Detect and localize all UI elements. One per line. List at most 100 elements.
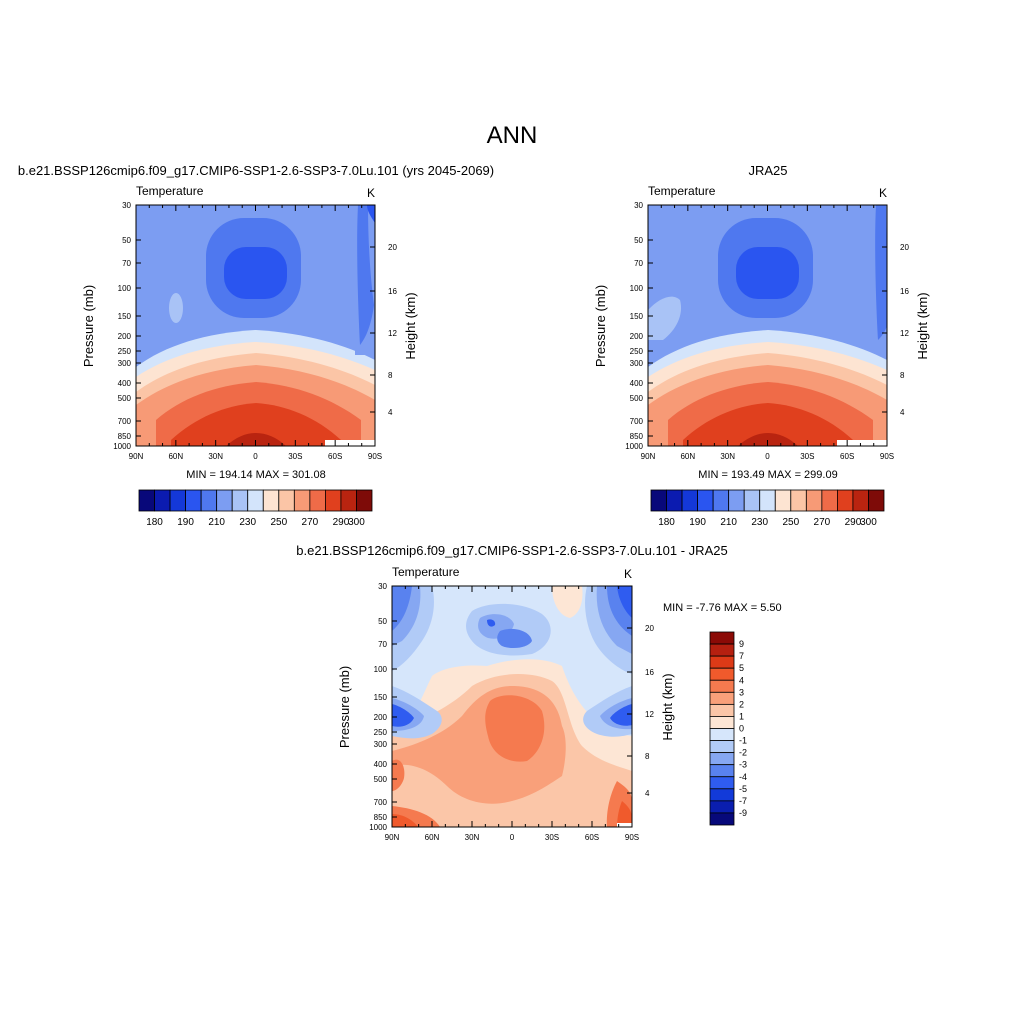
colorbar-label: 9 bbox=[739, 639, 744, 649]
contour-band bbox=[392, 586, 632, 736]
y-axis-right-label: Height (km) bbox=[915, 292, 930, 359]
colorbar-label: 290 bbox=[333, 517, 350, 528]
y-tick-label: 300 bbox=[374, 740, 388, 749]
y-tick-label: 100 bbox=[118, 284, 132, 293]
left-label: Temperature bbox=[392, 565, 460, 579]
y-tick-label: 100 bbox=[374, 665, 388, 674]
x-tick-label: 0 bbox=[253, 452, 258, 461]
height-tick-label: 4 bbox=[645, 789, 650, 798]
y-tick-label: 1000 bbox=[625, 442, 643, 451]
contour-band bbox=[485, 695, 545, 762]
colorbar-box bbox=[709, 703, 735, 717]
colorbar-box bbox=[821, 489, 838, 512]
colorbar-box bbox=[169, 489, 186, 512]
y-tick-label: 200 bbox=[374, 713, 388, 722]
y-tick-label: 850 bbox=[374, 813, 388, 822]
panel-difference: b.e21.BSSP126cmip6.f09_g17.CMIP6-SSP1-2.… bbox=[296, 543, 781, 842]
y-tick-label: 150 bbox=[630, 312, 644, 321]
colorbar-box bbox=[200, 489, 218, 512]
contour-band bbox=[738, 433, 798, 446]
height-tick-label: 4 bbox=[900, 408, 905, 417]
panel-title: b.e21.BSSP126cmip6.f09_g17.CMIP6-SSP1-2.… bbox=[18, 163, 494, 178]
colorbar-label: 2 bbox=[739, 699, 744, 709]
y-axis-label: Pressure (mb) bbox=[337, 666, 352, 748]
polar-band bbox=[875, 205, 887, 340]
colorbar-label: -4 bbox=[739, 772, 747, 782]
units-label: K bbox=[879, 186, 887, 200]
y-tick-label: 30 bbox=[378, 582, 387, 591]
panel-title: JRA25 bbox=[748, 163, 787, 178]
y-tick-label: 700 bbox=[118, 417, 132, 426]
colorbar-box bbox=[709, 740, 735, 754]
y-tick-label: 70 bbox=[634, 259, 643, 268]
colorbar-box bbox=[852, 489, 869, 512]
colorbar-label: 190 bbox=[177, 517, 194, 528]
colorbar-box bbox=[278, 489, 295, 512]
colorbar-label: 210 bbox=[208, 517, 225, 528]
x-tick-label: 30N bbox=[720, 452, 735, 461]
panel-title: b.e21.BSSP126cmip6.f09_g17.CMIP6-SSP1-2.… bbox=[296, 543, 727, 558]
height-tick-label: 12 bbox=[900, 329, 909, 338]
colorbar-label: -2 bbox=[739, 748, 747, 758]
contour-band bbox=[617, 801, 632, 827]
contour-band bbox=[392, 586, 412, 631]
x-tick-label: 30N bbox=[208, 452, 223, 461]
missing-data-mask bbox=[617, 823, 632, 827]
y-tick-label: 50 bbox=[122, 236, 131, 245]
contour-band bbox=[683, 403, 853, 446]
y-tick-label: 1000 bbox=[369, 823, 387, 832]
contour-band bbox=[487, 619, 496, 627]
colorbar-box bbox=[743, 489, 761, 512]
colorbar: 9 7 5 4 3 2 1 0 -1 -2 -3 -4 -5 -7 -9 bbox=[709, 631, 747, 826]
y-axis-label: Pressure (mb) bbox=[81, 285, 96, 367]
colorbar-label: 290 bbox=[845, 517, 862, 528]
contour-band bbox=[392, 814, 418, 827]
height-tick-label: 8 bbox=[645, 752, 650, 761]
height-tick-label: 8 bbox=[900, 371, 905, 380]
x-tick-label: 30N bbox=[465, 833, 480, 842]
colorbar-label: 250 bbox=[270, 517, 287, 528]
y-tick-label: 300 bbox=[630, 359, 644, 368]
x-tick-label: 30S bbox=[545, 833, 559, 842]
y-axis-right-label: Height (km) bbox=[403, 292, 418, 359]
colorbar-label: -1 bbox=[739, 736, 747, 746]
colorbar-box bbox=[709, 716, 735, 729]
colorbar-box bbox=[309, 489, 326, 512]
y-tick-label: 50 bbox=[378, 617, 387, 626]
colorbar-box bbox=[216, 489, 233, 512]
colorbar-box bbox=[805, 489, 823, 512]
colorbar-label: 210 bbox=[720, 517, 737, 528]
missing-data-mask bbox=[325, 440, 375, 446]
colorbar-box bbox=[709, 752, 735, 766]
y-tick-label: 150 bbox=[374, 693, 388, 702]
height-tick-label: 20 bbox=[645, 624, 654, 633]
y-tick-label: 700 bbox=[374, 798, 388, 807]
y-tick-label: 250 bbox=[630, 347, 644, 356]
y-tick-label: 250 bbox=[374, 728, 388, 737]
colorbar-box bbox=[709, 643, 735, 657]
colorbar-box bbox=[709, 728, 735, 741]
stats-text: MIN = -7.76 MAX = 5.50 bbox=[663, 602, 782, 614]
units-label: K bbox=[367, 186, 375, 200]
polar-band bbox=[367, 205, 375, 223]
x-tick-label: 60N bbox=[680, 452, 695, 461]
colorbar-label: 3 bbox=[739, 687, 744, 697]
contour-field bbox=[392, 586, 632, 827]
colorbar-label: 230 bbox=[239, 517, 256, 528]
polar-band bbox=[357, 205, 374, 345]
colorbar-label: 7 bbox=[739, 651, 744, 661]
colorbar-label: 270 bbox=[302, 517, 319, 528]
colorbar-label: -7 bbox=[739, 796, 747, 806]
x-tick-label: 60N bbox=[168, 452, 183, 461]
y-tick-label: 500 bbox=[630, 394, 644, 403]
colorbar-label: 300 bbox=[860, 517, 877, 528]
colorbar-box bbox=[231, 489, 249, 512]
colorbar-box bbox=[293, 489, 311, 512]
y-tick-label: 700 bbox=[630, 417, 644, 426]
colorbar-box bbox=[868, 489, 885, 512]
colorbar-label: 230 bbox=[751, 517, 768, 528]
y-tick-label: 30 bbox=[122, 201, 131, 210]
stats-text: MIN = 194.14 MAX = 301.08 bbox=[186, 469, 325, 481]
